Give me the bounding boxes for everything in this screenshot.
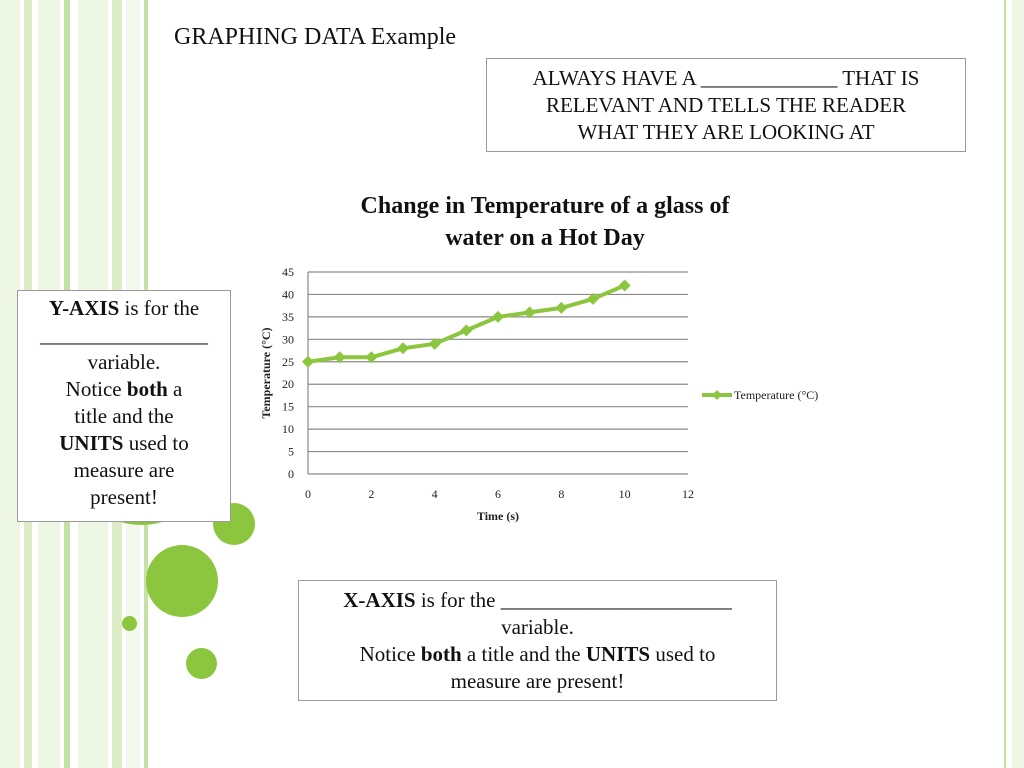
note-line: UNITS used to (18, 430, 230, 457)
note-line: title and the (74, 404, 174, 428)
note-text: a (167, 377, 183, 401)
x-axis-bold: X-AXIS (343, 588, 416, 612)
decor-stripe (0, 0, 20, 768)
note-text: is for the ______________________ (415, 588, 732, 612)
decor-stripe (1012, 0, 1024, 768)
title-note-box: ALWAYS HAVE A _____________ THAT IS RELE… (486, 58, 966, 152)
note-text: Notice (359, 642, 421, 666)
note-text: used to (650, 642, 716, 666)
x-tick-label: 0 (305, 487, 311, 501)
note-line: X-AXIS is for the ______________________ (299, 587, 776, 614)
chart-title: Change in Temperature of a glass of wate… (280, 190, 810, 254)
note-text: is for the (119, 296, 200, 320)
x-tick-label: 6 (495, 487, 501, 501)
note-bold: UNITS (59, 431, 124, 455)
data-point (397, 342, 409, 355)
y-tick-label: 10 (282, 422, 294, 436)
data-point (523, 306, 536, 319)
y-tick-label: 35 (282, 310, 294, 324)
y-axis-note-box: Y-AXIS is for the ________________ varia… (17, 290, 231, 522)
data-point (302, 355, 314, 368)
slide-title: GRAPHING DATA Example (174, 24, 457, 50)
data-point (428, 337, 441, 350)
x-tick-label: 12 (682, 487, 694, 501)
note-bold: UNITS (585, 642, 651, 666)
data-point (555, 301, 568, 314)
data-point (618, 279, 631, 292)
x-tick-label: 2 (368, 487, 374, 501)
y-tick-label: 5 (288, 445, 294, 459)
note-text: Notice (65, 377, 127, 401)
note-bold: both (420, 642, 462, 666)
y-axis-title: Temperature (°C) (259, 327, 273, 418)
note-line: Notice both a title and the UNITS used t… (299, 641, 776, 668)
note-line: WHAT THEY ARE LOOKING AT (577, 120, 875, 144)
data-point (333, 351, 346, 364)
note-text: a title and the (461, 642, 586, 666)
x-axis-note-box: X-AXIS is for the ______________________… (298, 580, 777, 701)
note-line: variable. (501, 615, 574, 639)
decor-circle (186, 648, 217, 679)
note-text: used to (123, 431, 189, 455)
y-tick-label: 30 (282, 332, 294, 346)
note-line: measure are present! (450, 669, 625, 693)
legend-label: Temperature (°C) (734, 388, 818, 402)
legend-marker (712, 390, 722, 400)
note-line: variable. (87, 350, 161, 374)
x-axis-title: Time (s) (477, 509, 519, 523)
note-bold: both (126, 377, 168, 401)
data-point (492, 310, 504, 323)
note-line: measure are (73, 458, 175, 482)
series-line (307, 283, 626, 364)
data-point (365, 351, 378, 364)
x-tick-label: 4 (432, 487, 438, 501)
note-line: RELEVANT AND TELLS THE READER (545, 93, 907, 117)
y-tick-label: 15 (282, 400, 294, 414)
x-tick-label: 8 (558, 487, 564, 501)
y-tick-label: 20 (282, 377, 294, 391)
note-line: present! (90, 485, 158, 509)
y-axis-bold: Y-AXIS (48, 296, 120, 320)
decor-circle (146, 545, 218, 617)
chart-title-line: water on a Hot Day (445, 225, 645, 251)
line-chart: 0 5 10 15 20 25 30 35 40 45 0 2 4 6 8 10 12 Time (s) Tempe… (259, 265, 818, 523)
note-line: Notice both a (18, 376, 230, 403)
y-tick-label: 45 (282, 265, 294, 279)
note-line: ALWAYS HAVE A _____________ THAT IS (532, 66, 920, 90)
decor-stripe (1004, 0, 1006, 768)
data-point (587, 292, 599, 305)
data-point (460, 324, 473, 337)
chart-title-line: Change in Temperature of a glass of (360, 193, 730, 219)
y-tick-label: 0 (288, 467, 294, 481)
y-tick-label: 25 (282, 355, 294, 369)
decor-circle (122, 616, 137, 631)
note-blank: ________________ (40, 323, 208, 347)
y-tick-label: 40 (282, 287, 294, 301)
x-tick-label: 10 (619, 487, 631, 501)
note-line: Y-AXIS is for the (18, 295, 230, 322)
